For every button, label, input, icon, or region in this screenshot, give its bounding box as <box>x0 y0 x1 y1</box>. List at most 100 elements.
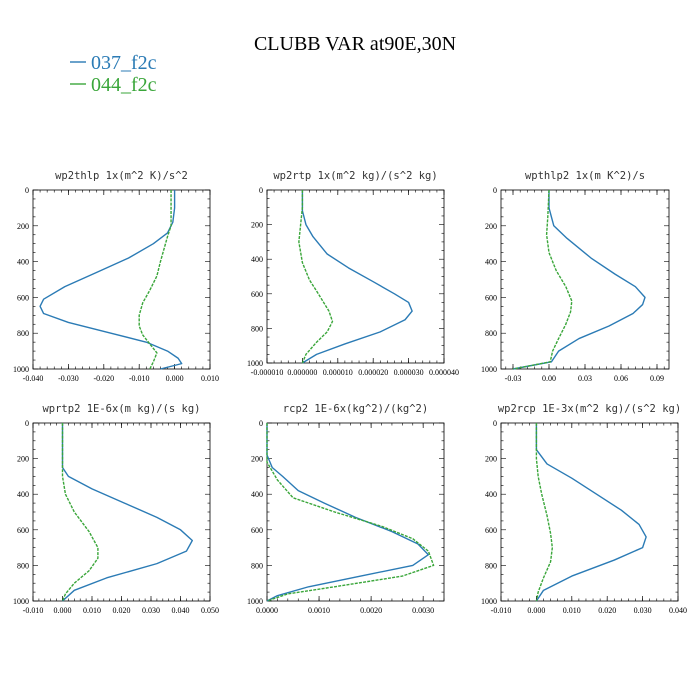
y-tick-label: 400 <box>485 258 497 267</box>
plot-frame <box>500 189 670 370</box>
x-tick-label: -0.030 <box>58 374 79 383</box>
panel-title: wpthlp2 1x(m K^2)/s <box>525 170 645 182</box>
y-tick-label: 800 <box>251 324 263 333</box>
y-tick-label: 200 <box>485 455 497 464</box>
x-tick-label: 0.03 <box>578 374 592 383</box>
y-tick-label: 200 <box>251 221 263 230</box>
series-line-037_f2c <box>301 190 413 364</box>
y-tick-label: 1000 <box>13 365 29 374</box>
y-tick-label: 1000 <box>247 359 263 368</box>
y-tick-label: 600 <box>17 293 29 302</box>
y-tick-label: 1000 <box>481 597 497 606</box>
y-tick-label: 200 <box>485 222 497 231</box>
y-tick-label: 0 <box>259 186 263 195</box>
x-tick-label: -0.040 <box>23 374 44 383</box>
y-tick-label: 0 <box>25 419 29 428</box>
series-line-044_f2c <box>138 190 172 370</box>
y-tick-label: 600 <box>17 526 29 535</box>
y-tick-label: 600 <box>251 526 263 535</box>
panel-title: wp2thlp 1x(m^2 K)/s^2 <box>55 170 188 182</box>
x-tick-label: 0.06 <box>614 374 628 383</box>
panel-title: wprtp2 1E-6x(m kg)/(s kg) <box>42 403 200 415</box>
y-tick-label: 600 <box>485 526 497 535</box>
x-tick-label: 0.050 <box>201 606 219 615</box>
x-tick-label: 0.000030 <box>394 368 424 377</box>
x-tick-label: -0.010 <box>129 374 150 383</box>
x-tick-label: -0.010 <box>23 606 44 615</box>
series-line-037_f2c <box>266 423 430 602</box>
x-tick-label: 0.000020 <box>358 368 388 377</box>
x-tick-label: -0.000010 <box>251 368 284 377</box>
panel-title: wp2rtp 1x(m^2 kg)/(s^2 kg) <box>273 170 437 182</box>
y-tick-label: 800 <box>485 329 497 338</box>
y-tick-label: 800 <box>485 561 497 570</box>
y-tick-label: 400 <box>251 490 263 499</box>
x-tick-label: -0.010 <box>491 606 512 615</box>
plot-frame <box>500 422 679 602</box>
x-tick-label: 0.030 <box>634 606 652 615</box>
y-tick-label: 400 <box>17 258 29 267</box>
x-tick-label: -0.020 <box>93 374 114 383</box>
x-tick-label: 0.0010 <box>308 606 330 615</box>
y-tick-label: 400 <box>251 255 263 264</box>
series-line-044_f2c <box>512 189 573 370</box>
y-tick-label: 0 <box>493 419 497 428</box>
x-tick-label: 0.00 <box>542 374 556 383</box>
y-tick-label: 600 <box>485 293 497 302</box>
x-tick-label: 0.010 <box>201 374 219 383</box>
y-tick-label: 0 <box>25 186 29 195</box>
y-tick-label: 400 <box>485 490 497 499</box>
series-line-044_f2c <box>61 423 99 602</box>
panel-6: wp2rcp 1E-3x(m^2 kg)/(s^2 kg)0 200 400 600 8… <box>481 403 687 615</box>
y-tick-label: 200 <box>17 222 29 231</box>
x-tick-label: -0.03 <box>505 374 522 383</box>
x-tick-label: 0.0020 <box>360 606 382 615</box>
y-tick-label: 1000 <box>247 597 263 606</box>
y-tick-label: 1000 <box>13 597 29 606</box>
legend-label-044: 044_f2c <box>91 74 157 96</box>
plot-frame <box>266 189 445 364</box>
panel-title: rcp2 1E-6x(kg^2)/(kg^2) <box>283 403 428 415</box>
figure-title: CLUBB VAR at90E,30N <box>254 33 456 55</box>
x-tick-label: 0.030 <box>142 606 160 615</box>
y-tick-label: 400 <box>17 490 29 499</box>
panel-4: wprtp2 1E-6x(m kg)/(s kg) 0 200 400 600 800 10… <box>13 403 219 615</box>
series-line-037_f2c <box>61 423 193 602</box>
y-tick-label: 200 <box>251 455 263 464</box>
x-tick-label: 0.000040 <box>429 368 459 377</box>
series-line-044_f2c <box>266 423 435 602</box>
x-tick-label: 0.020 <box>598 606 616 615</box>
x-tick-label: 0.020 <box>113 606 131 615</box>
x-tick-label: 0.010 <box>83 606 101 615</box>
series-line-037_f2c <box>535 423 647 602</box>
panel-3: wpthlp2 1x(m K^2)/s 0 200 400 600 800 1000 -0.0… <box>481 170 670 383</box>
x-tick-label: 0.09 <box>650 374 664 383</box>
figure-legend: 037_f2c 044_f2c <box>70 52 157 96</box>
series-line-037_f2c <box>39 190 183 370</box>
x-tick-label: 0.0030 <box>412 606 434 615</box>
x-tick-label: 0.000010 <box>323 368 353 377</box>
series-line-044_f2c <box>535 423 554 602</box>
x-tick-label: 0.040 <box>669 606 687 615</box>
x-tick-label: 0.000 <box>166 374 184 383</box>
x-tick-label: 0.040 <box>172 606 190 615</box>
series-line-044_f2c <box>298 190 334 364</box>
panel-5: rcp2 1E-6x(kg^2)/(kg^2) 0 200 400 600 800 1000… <box>247 403 445 615</box>
panel-1: wp2thlp 1x(m^2 K)/s^202004006008001000-0… <box>13 170 219 383</box>
y-tick-label: 0 <box>493 186 497 195</box>
legend-label-037: 037_f2c <box>91 52 157 74</box>
y-tick-label: 200 <box>17 455 29 464</box>
y-tick-label: 800 <box>17 561 29 570</box>
panel-title: wp2rcp 1E-3x(m^2 kg)/(s^2 kg) <box>498 403 681 415</box>
series-line-037_f2c <box>512 190 646 370</box>
y-tick-label: 800 <box>17 329 29 338</box>
plot-frame <box>266 422 445 602</box>
x-tick-label: 0.000000 <box>287 368 317 377</box>
panels: wp2thlp 1x(m^2 K)/s^202004006008001000-0… <box>13 170 687 615</box>
y-tick-label: 600 <box>251 290 263 299</box>
y-tick-label: 1000 <box>481 365 497 374</box>
x-tick-label: 0.0000 <box>256 606 278 615</box>
y-tick-label: 0 <box>259 419 263 428</box>
x-tick-label: 0.000 <box>527 606 545 615</box>
